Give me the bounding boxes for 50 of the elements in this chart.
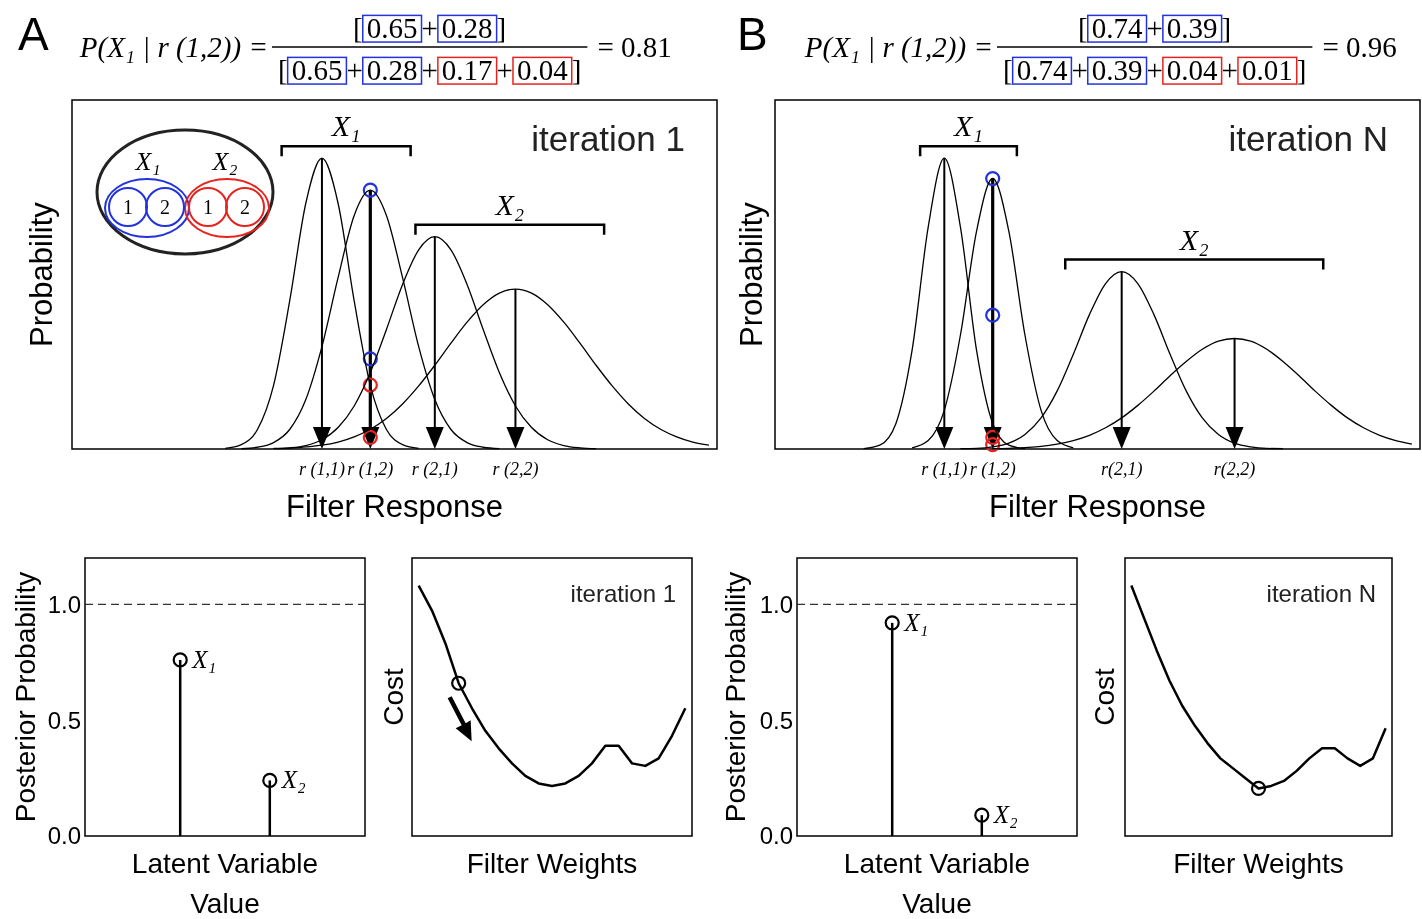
text: P(X₁ | r (1,2)) =: [78, 31, 268, 64]
y-tick-label: 1.0: [47, 590, 81, 618]
x-tick-label: r (1,2): [969, 459, 1016, 480]
x-axis-title: Latent Variable Value: [131, 848, 319, 919]
y-tick-label: 0.5: [759, 706, 793, 734]
annotation: 2: [240, 196, 250, 218]
annotation: iteration N: [1266, 580, 1376, 607]
text: = 0.96: [1322, 31, 1397, 63]
y-axis-title: Probability: [24, 201, 59, 347]
x-tick-label: r (2,2): [492, 459, 539, 480]
x-tick-label: r(2,2): [1213, 459, 1256, 480]
x-tick-label: r (1,2): [347, 459, 394, 480]
x-tick-label: r (1,1): [921, 459, 968, 480]
annotation: 1: [203, 196, 213, 218]
text: iteration 1: [531, 119, 685, 158]
annotation: X₂: [1178, 222, 1209, 256]
annotation: iteration 1: [570, 580, 676, 607]
text: [0.65+0.28]: [353, 12, 507, 44]
annotation: 1: [123, 196, 133, 218]
x-tick-label: r (2,1): [411, 459, 458, 480]
y-axis-title: Cost: [1089, 668, 1120, 726]
y-tick-label: 0.5: [47, 706, 81, 734]
annotation: X₂: [494, 187, 525, 221]
text: [0.65+0.28+0.17+0.04]: [278, 54, 582, 86]
y-tick-label: 0.0: [759, 822, 793, 850]
annotation: X₂: [211, 147, 238, 176]
text: B: [737, 8, 768, 60]
text: = 0.81: [597, 31, 672, 63]
annotation: 2: [160, 196, 170, 218]
x-axis-title: Filter Weights: [1173, 848, 1344, 879]
text: P(X₁ | r (1,2)) =: [803, 31, 993, 64]
y-axis-title: Posterior Probability: [10, 571, 41, 823]
x-tick-label: r(2,1): [1100, 459, 1143, 480]
y-axis-title: Probability: [734, 201, 769, 347]
y-tick-label: 0.0: [47, 822, 81, 850]
x-axis-title: Filter Response: [285, 489, 504, 524]
x-axis-title: Filter Response: [988, 489, 1207, 524]
y-tick-label: 1.0: [759, 590, 793, 618]
text: X₁: [953, 109, 983, 143]
y-axis-title: Cost: [378, 668, 409, 726]
text: X₁: [330, 109, 361, 143]
text: A: [18, 8, 49, 60]
x-axis-title: Latent Variable Value: [843, 848, 1031, 919]
y-axis-title: Posterior Probability: [720, 571, 751, 823]
text: [0.74+0.39+0.04+0.01]: [1003, 54, 1307, 86]
x-axis-title: Filter Weights: [466, 848, 638, 879]
x-tick-label: r (1,1): [298, 459, 345, 480]
text: iteration N: [1228, 119, 1388, 158]
annotation: X₁: [134, 147, 161, 176]
text: [0.74+0.39]: [1078, 12, 1232, 44]
